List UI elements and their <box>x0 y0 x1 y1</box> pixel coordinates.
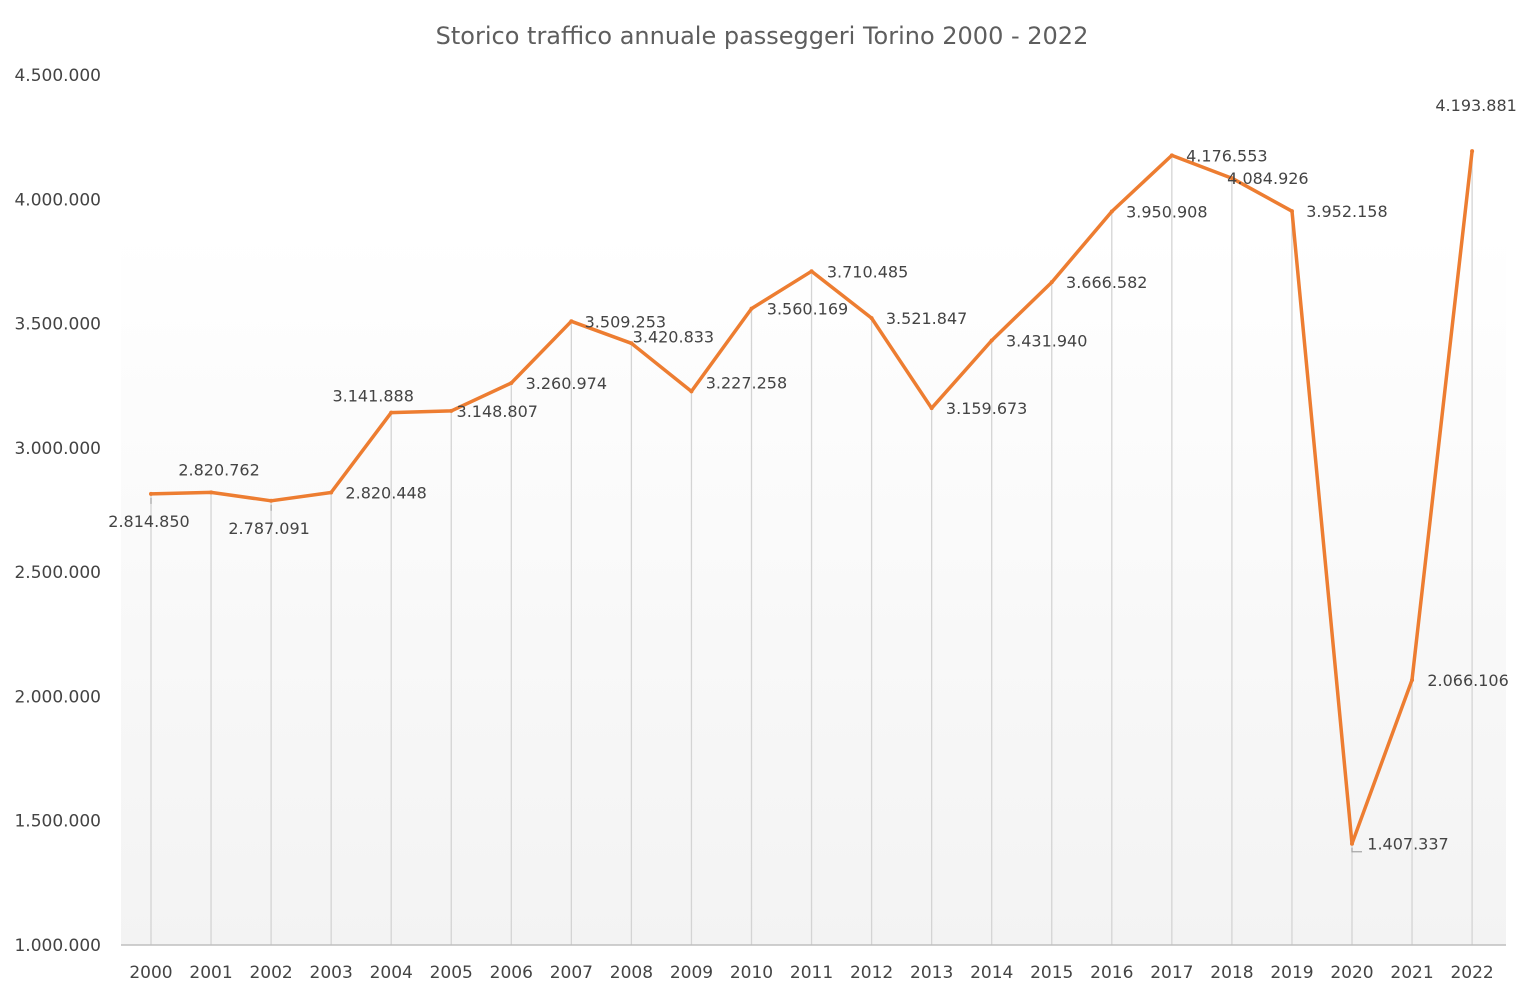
y-tick-label: 2.500.000 <box>14 563 101 583</box>
data-label: 2.820.762 <box>178 460 259 479</box>
y-tick-label: 3.000.000 <box>14 439 101 459</box>
y-tick-label: 2.000.000 <box>14 687 101 707</box>
leader-line <box>1351 847 1362 853</box>
x-tick-label: 2021 <box>1390 963 1433 983</box>
data-point <box>1049 280 1054 285</box>
y-tick-label: 3.500.000 <box>14 315 101 335</box>
y-tick-label: 4.000.000 <box>14 190 101 210</box>
data-point <box>329 490 334 495</box>
data-point <box>209 490 214 495</box>
data-point <box>1410 677 1415 682</box>
x-tick-label: 2013 <box>910 963 953 983</box>
x-tick-label: 2005 <box>430 963 473 983</box>
x-tick-label: 2017 <box>1150 963 1193 983</box>
x-tick-label: 2020 <box>1330 963 1373 983</box>
data-point <box>449 408 454 413</box>
data-label: 3.666.582 <box>1066 273 1147 292</box>
data-label: 3.950.908 <box>1126 202 1207 221</box>
data-label: 3.521.847 <box>886 309 967 328</box>
data-point <box>809 269 814 274</box>
chart-title: Storico traffico annuale passeggeri Tori… <box>436 22 1089 50</box>
x-tick-label: 2012 <box>850 963 893 983</box>
data-label: 3.159.673 <box>946 399 1027 418</box>
data-point <box>929 406 934 411</box>
x-tick-label: 2016 <box>1090 963 1133 983</box>
x-tick-label: 2006 <box>490 963 533 983</box>
data-point <box>1229 176 1234 181</box>
data-label: 3.952.158 <box>1306 202 1387 221</box>
data-point <box>869 316 874 321</box>
data-point <box>1289 209 1294 214</box>
data-point <box>1470 149 1475 154</box>
x-tick-label: 2011 <box>790 963 833 983</box>
data-label: 2.787.091 <box>228 519 309 538</box>
x-tick-label: 2000 <box>129 963 172 983</box>
x-tick-label: 2022 <box>1450 963 1493 983</box>
data-label: 4.193.881 <box>1435 96 1516 115</box>
x-axis: 2000 2001 2002 2003 2004 2005 2006 2007 2008 2009… <box>129 963 1493 983</box>
data-point <box>569 319 574 324</box>
data-label: 1.407.337 <box>1367 835 1448 854</box>
data-label: 3.148.807 <box>457 402 538 421</box>
data-point <box>689 389 694 394</box>
plot-area <box>121 75 1506 945</box>
data-point <box>1350 841 1354 846</box>
x-tick-label: 2019 <box>1270 963 1313 983</box>
data-label: 2.814.850 <box>108 512 189 531</box>
data-label: 3.509.253 <box>585 312 666 331</box>
data-label: 3.431.940 <box>1006 331 1087 350</box>
x-tick-label: 2009 <box>670 963 713 983</box>
data-point <box>629 341 634 346</box>
x-tick-label: 2003 <box>310 963 353 983</box>
y-tick-label: 4.500.000 <box>14 66 101 86</box>
x-tick-label: 2001 <box>189 963 232 983</box>
x-tick-label: 2015 <box>1030 963 1073 983</box>
data-label: 3.420.833 <box>633 327 714 346</box>
x-tick-label: 2010 <box>730 963 773 983</box>
data-label: 3.710.485 <box>827 262 908 281</box>
data-point <box>1109 209 1114 214</box>
x-tick-label: 2018 <box>1210 963 1253 983</box>
drop-lines <box>150 151 1473 945</box>
data-label: 3.141.888 <box>332 387 413 406</box>
y-tick-label: 1.500.000 <box>14 812 101 832</box>
data-label: 2.066.106 <box>1427 671 1508 690</box>
x-tick-label: 2007 <box>550 963 593 983</box>
x-tick-label: 2008 <box>610 963 653 983</box>
data-label: 2.820.448 <box>345 483 426 502</box>
series-lines <box>149 149 1475 846</box>
data-point <box>989 338 994 343</box>
x-tick-label: 2014 <box>970 963 1013 983</box>
data-labels: 2.814.850 2.820.762 2.787.091 2.820.448 3.14… <box>108 96 1517 854</box>
data-point <box>509 380 514 385</box>
data-label: 4.084.926 <box>1227 169 1308 188</box>
data-label: 3.227.258 <box>706 373 787 392</box>
y-axis: 1.000.000 1.500.000 2.000.000 2.500.000 3.00… <box>14 66 101 956</box>
y-tick-label: 1.000.000 <box>14 936 101 956</box>
data-label: 4.176.553 <box>1186 146 1267 165</box>
data-point <box>149 491 153 496</box>
data-point <box>749 306 754 311</box>
data-label: 3.260.974 <box>526 374 607 393</box>
leader-lines <box>150 497 1362 853</box>
data-point <box>269 498 274 503</box>
data-label: 3.560.169 <box>767 300 848 319</box>
x-tick-label: 2004 <box>370 963 413 983</box>
data-point <box>389 410 394 415</box>
x-tick-label: 2002 <box>249 963 292 983</box>
data-point <box>1169 153 1174 158</box>
